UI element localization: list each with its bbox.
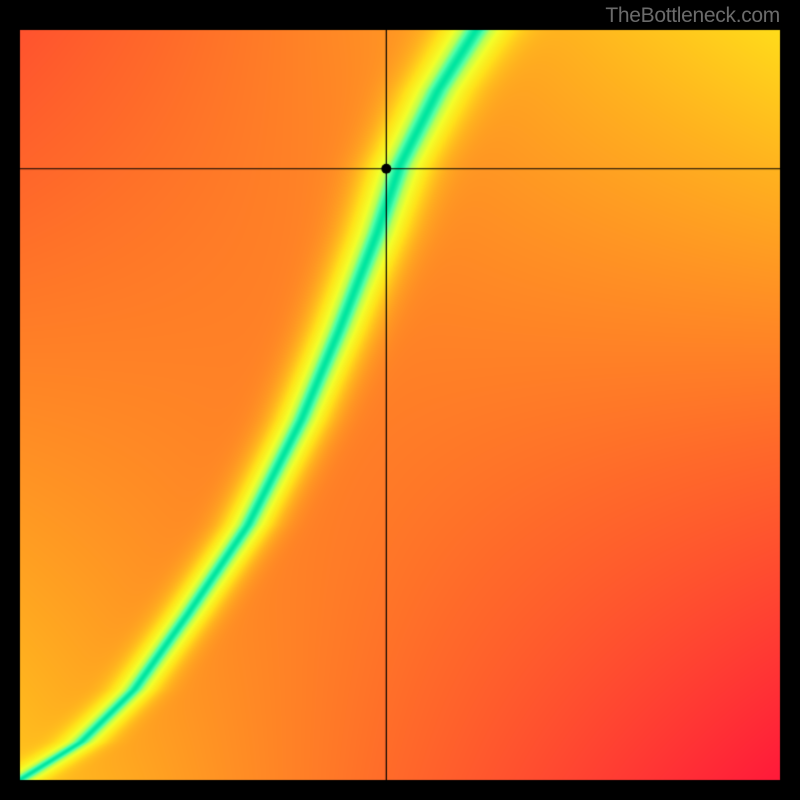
attribution-text: TheBottleneck.com: [605, 4, 780, 28]
bottleneck-heatmap-chart: TheBottleneck.com: [0, 0, 800, 800]
heatmap-canvas: [0, 0, 800, 800]
